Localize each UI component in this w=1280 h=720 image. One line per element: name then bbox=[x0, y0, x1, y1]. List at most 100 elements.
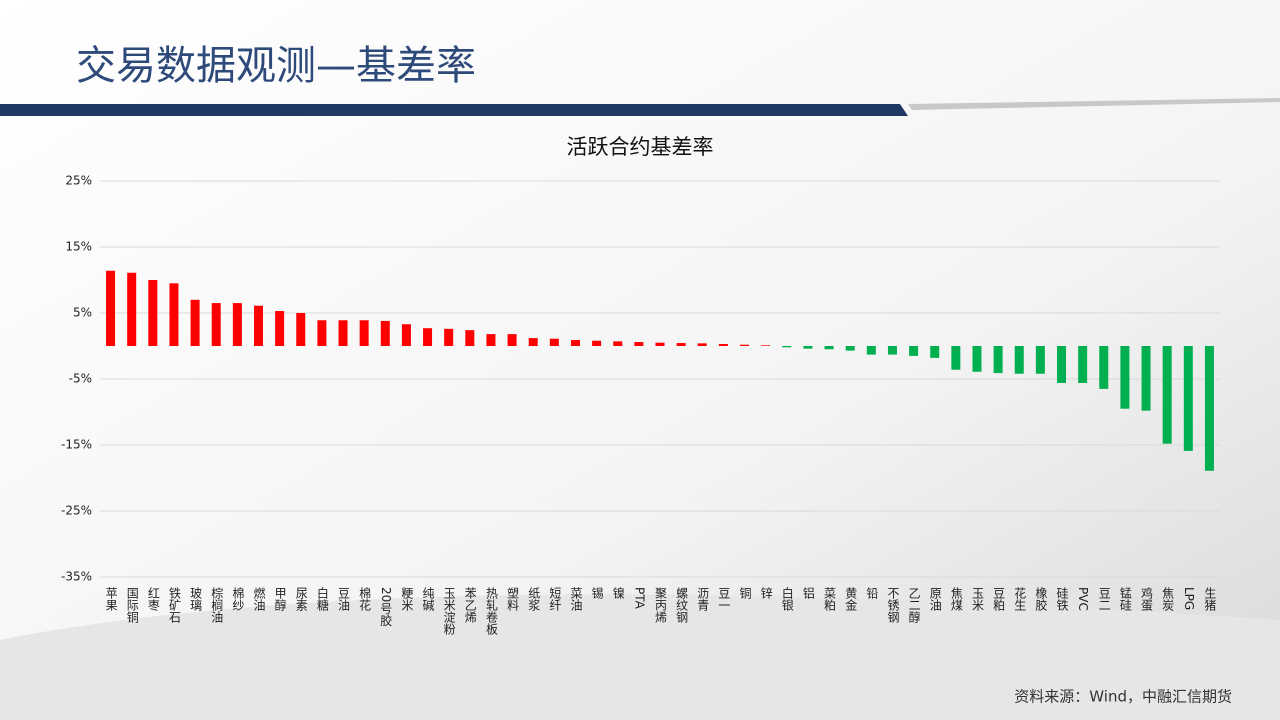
x-tick-label: 锰硅 bbox=[1118, 586, 1132, 611]
bar bbox=[972, 346, 982, 372]
bar bbox=[1057, 346, 1067, 383]
header-bar-tail bbox=[908, 98, 1280, 110]
bar bbox=[993, 346, 1003, 374]
bar bbox=[803, 346, 813, 349]
bar bbox=[465, 330, 475, 346]
bar bbox=[845, 346, 855, 351]
x-tick-label: 国际铜 bbox=[125, 587, 139, 623]
bar bbox=[486, 334, 496, 346]
bar bbox=[528, 338, 538, 346]
bar bbox=[423, 328, 433, 346]
bar bbox=[106, 270, 116, 346]
x-tick-label: 鸡蛋 bbox=[1140, 586, 1154, 612]
x-tick-label: 焦煤 bbox=[949, 587, 963, 611]
bar bbox=[148, 280, 158, 346]
bar bbox=[190, 299, 200, 346]
x-tick-label: 菜粕 bbox=[823, 587, 837, 611]
x-tick-label: 锌 bbox=[759, 587, 773, 599]
x-tick-label: 红枣 bbox=[146, 586, 160, 612]
bar bbox=[782, 346, 792, 348]
x-tick-label: 玉米 bbox=[970, 587, 984, 611]
bar bbox=[380, 320, 390, 346]
bar bbox=[507, 334, 517, 346]
bar bbox=[697, 343, 707, 346]
bar bbox=[676, 343, 686, 346]
x-tick-label: 铅 bbox=[865, 587, 879, 599]
bar bbox=[824, 346, 834, 350]
x-tick-label: 螺纹钢 bbox=[675, 587, 689, 623]
bar bbox=[1204, 346, 1214, 471]
bar bbox=[549, 338, 559, 346]
y-tick-label: -5% bbox=[69, 372, 92, 386]
bar bbox=[887, 346, 897, 355]
x-tick-label: 棉花 bbox=[358, 587, 372, 612]
x-tick-label: 粳米 bbox=[400, 587, 414, 611]
bar bbox=[613, 341, 623, 346]
bar bbox=[951, 346, 961, 370]
x-tick-label: 豆油 bbox=[337, 587, 351, 611]
x-tick-label: 棕榈油 bbox=[210, 586, 224, 623]
bar bbox=[401, 324, 411, 346]
bar bbox=[359, 320, 369, 346]
y-tick-label: 25% bbox=[65, 174, 92, 188]
x-tick-label: 豆二 bbox=[1097, 587, 1111, 611]
y-tick-label: -25% bbox=[61, 504, 92, 518]
x-tick-label: 20号胶 bbox=[379, 587, 393, 627]
x-tick-label: 铁矿石 bbox=[167, 587, 181, 623]
bar bbox=[1014, 346, 1024, 374]
bar bbox=[253, 305, 263, 346]
x-tick-label: 短纤 bbox=[548, 587, 562, 611]
x-tick-label: 花生 bbox=[1013, 586, 1027, 611]
x-tick-label: 燃油 bbox=[252, 586, 266, 611]
x-tick-label: 镍 bbox=[611, 587, 625, 599]
x-tick-label: 沥青 bbox=[696, 587, 710, 612]
x-tick-label: 热轧卷板 bbox=[484, 587, 498, 636]
bar bbox=[1162, 346, 1172, 444]
x-tick-label: 塑料 bbox=[506, 586, 520, 611]
bar bbox=[211, 303, 221, 346]
x-tick-label: 豆一 bbox=[717, 587, 731, 611]
x-tick-label: 棉纱 bbox=[231, 587, 245, 611]
y-tick-label: 15% bbox=[65, 240, 92, 254]
x-tick-label: 苯乙烯 bbox=[463, 587, 477, 623]
x-tick-label: PTA bbox=[632, 587, 646, 610]
bar bbox=[232, 303, 242, 346]
bar bbox=[592, 340, 602, 346]
x-tick-label: 纯碱 bbox=[421, 587, 435, 612]
bar bbox=[761, 345, 771, 346]
x-tick-label: 豆粕 bbox=[992, 587, 1006, 611]
x-tick-label: 纸浆 bbox=[527, 587, 541, 611]
x-tick-label: 菜油 bbox=[569, 587, 583, 611]
x-tick-label: 玻璃 bbox=[189, 587, 203, 612]
bar bbox=[338, 320, 348, 346]
x-tick-label: 橡胶 bbox=[1034, 587, 1048, 612]
bar bbox=[866, 346, 876, 355]
y-tick-label: -35% bbox=[61, 570, 92, 584]
bar bbox=[127, 272, 137, 346]
header-bar bbox=[0, 104, 908, 116]
source-note: 资料来源：Wind，中融汇信期货 bbox=[1014, 688, 1232, 706]
bar bbox=[444, 328, 454, 346]
bar bbox=[909, 346, 919, 356]
bar bbox=[634, 342, 644, 346]
bar bbox=[1120, 346, 1130, 409]
bar bbox=[169, 283, 179, 346]
x-tick-label: 原油 bbox=[928, 587, 942, 611]
x-tick-label: 白银 bbox=[780, 586, 794, 611]
bar bbox=[655, 342, 665, 346]
x-tick-label: 乙二醇 bbox=[907, 587, 921, 623]
x-tick-label: 苹果 bbox=[104, 587, 118, 611]
x-tick-label: 铝 bbox=[801, 586, 815, 599]
bar bbox=[740, 344, 750, 346]
y-tick-label: -15% bbox=[61, 438, 92, 452]
bar bbox=[718, 344, 728, 346]
slide-title: 交易数据观测—基差率 bbox=[76, 43, 476, 89]
x-tick-label: 尿素 bbox=[294, 587, 308, 611]
bar bbox=[570, 340, 580, 346]
plot: -35% -25% -15% -5% 5% 15% 25% 苹果 国际铜 红枣 铁矿石 玻璃 棕榈油 棉纱… bbox=[61, 174, 1220, 636]
y-tick-label: 5% bbox=[73, 306, 92, 320]
x-tick-label: 生猪 bbox=[1203, 587, 1217, 612]
bar bbox=[1035, 346, 1045, 374]
x-tick-label: 白糖 bbox=[315, 586, 329, 612]
